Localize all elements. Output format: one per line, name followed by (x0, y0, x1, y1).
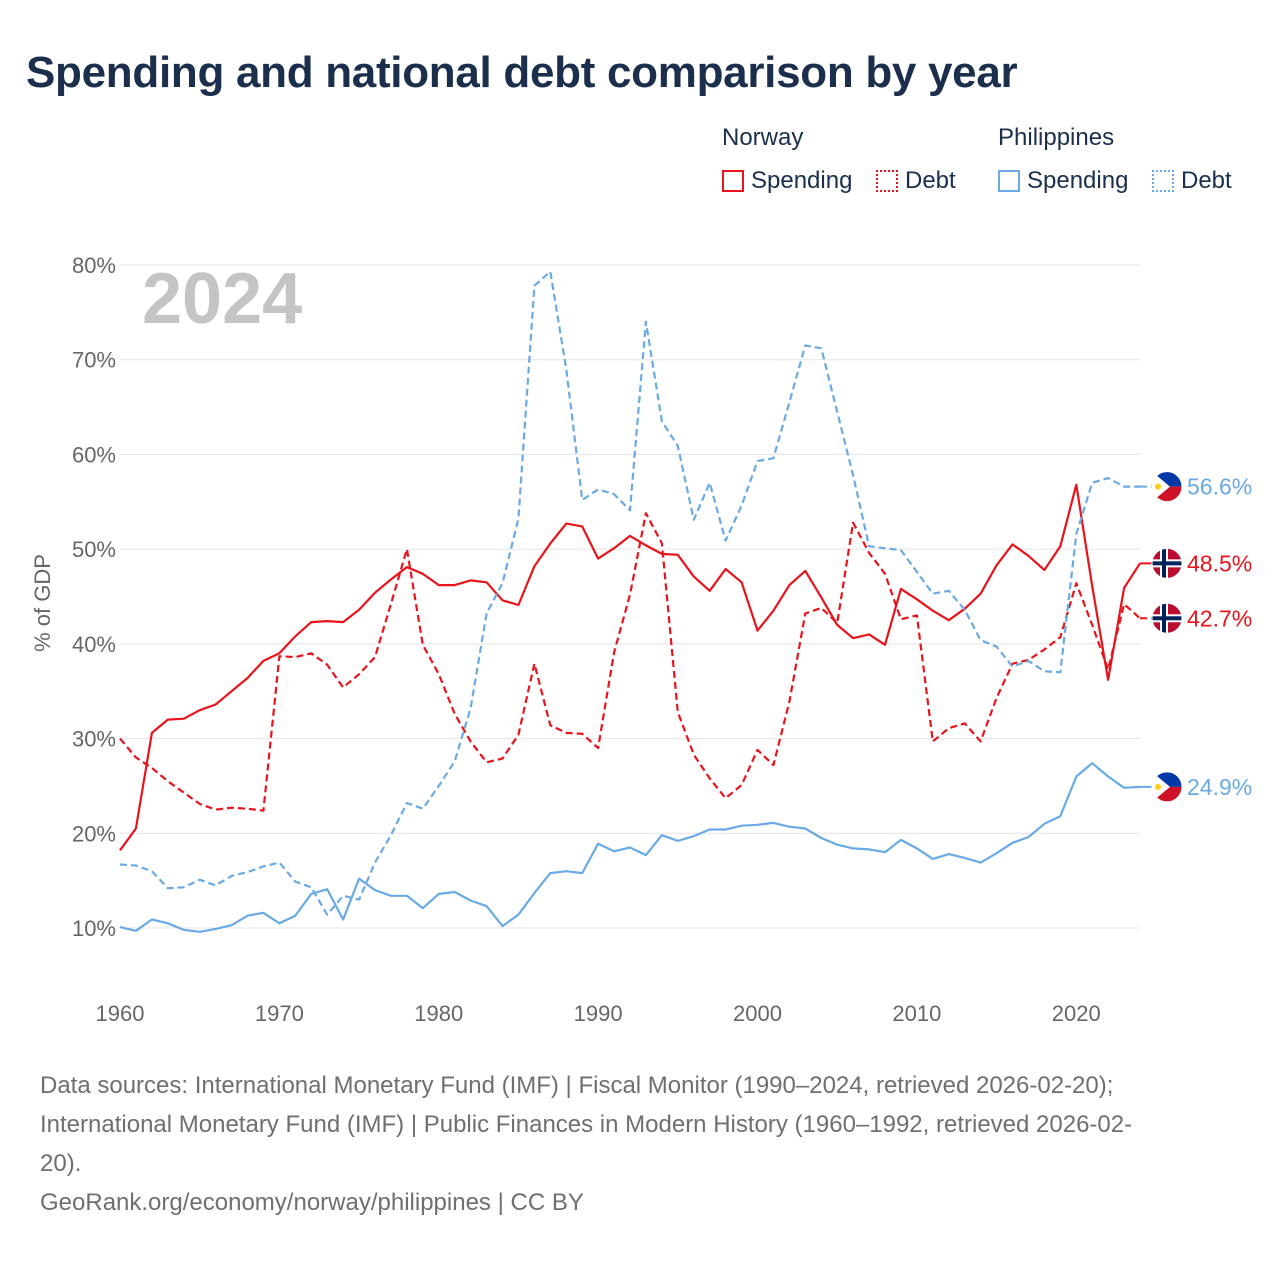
norway-flag-icon (1151, 547, 1183, 579)
end-value-label: 48.5% (1187, 550, 1252, 576)
series-line-philippines-spending[interactable] (119, 762, 1141, 933)
sources-line: Data sources: International Monetary Fun… (40, 1072, 1114, 1099)
x-tick-label: 1990 (574, 1001, 623, 1026)
end-labels: 56.6% 48.5% 42.7% 24.9% (1151, 471, 1252, 803)
x-tick-label: 2000 (733, 1001, 782, 1026)
end-value-label: 24.9% (1187, 774, 1252, 800)
x-tick-label: 1970 (255, 1001, 304, 1026)
series (119, 270, 1166, 933)
gridlines (120, 264, 1140, 929)
legend-item-philippines-spending[interactable]: Spending (998, 166, 1128, 196)
y-tick-label: 40% (72, 632, 116, 657)
legend-label: Spending (751, 167, 853, 194)
x-axis-ticks: 1960 1970 1980 1990 2000 2010 2020 (96, 1001, 1101, 1026)
legend-label: Spending (1027, 167, 1129, 194)
legend-item-philippines-debt[interactable]: Debt (1152, 166, 1232, 196)
series-line-norway-spending[interactable] (119, 483, 1141, 851)
legend-label: Debt (905, 167, 956, 194)
x-tick-label: 1960 (96, 1001, 145, 1026)
y-tick-label: 70% (72, 348, 116, 373)
y-axis-label: % of GDP (30, 554, 55, 652)
solid-line-swatch-icon (998, 170, 1020, 192)
y-tick-label: 60% (72, 442, 116, 467)
legend-label: Debt (1181, 167, 1232, 194)
x-tick-label: 2010 (892, 1001, 941, 1026)
philippines-flag-icon (1151, 771, 1183, 803)
norway-flag-icon (1151, 602, 1183, 634)
chart-title: Spending and national debt comparison by… (26, 48, 1018, 97)
dotted-line-swatch-icon (876, 170, 898, 192)
y-tick-label: 80% (72, 253, 116, 278)
end-value-label: 42.7% (1187, 605, 1252, 631)
year-watermark: 2024 (142, 259, 302, 339)
legend-item-norway-debt[interactable]: Debt (876, 166, 956, 196)
series-line-philippines-debt[interactable] (119, 270, 1140, 916)
attribution-link[interactable]: GeoRank.org/economy/norway/philippines |… (40, 1189, 584, 1216)
line-chart: 2024 10%20%30%40%50%60%70%80% 1960 1970 19… (30, 253, 1252, 1026)
y-tick-label: 10% (72, 916, 116, 941)
y-tick-label: 30% (72, 727, 116, 752)
y-axis-ticks: 10% 20% 30% 40% 50% 60% 70% 80% (72, 253, 116, 941)
y-tick-label: 50% (72, 537, 116, 562)
x-tick-label: 2020 (1052, 1001, 1101, 1026)
series-line-norway-debt[interactable] (119, 512, 1141, 812)
dotted-line-swatch-icon (1152, 170, 1174, 192)
solid-line-swatch-icon (722, 170, 744, 192)
y-tick-label: 20% (72, 821, 116, 846)
x-tick-label: 1980 (414, 1001, 463, 1026)
sources-line: International Monetary Fund (IMF) | Publ… (40, 1111, 1133, 1138)
sources-line: 20). (40, 1150, 82, 1177)
legend-group-philippines: Philippines (998, 124, 1115, 151)
end-value-label: 56.6% (1187, 474, 1252, 500)
legend-item-norway-spending[interactable]: Spending (722, 166, 852, 196)
philippines-flag-icon (1151, 471, 1183, 503)
footer: Data sources: International Monetary Fun… (40, 1066, 1240, 1222)
legend-group-norway: Norway (722, 124, 804, 151)
